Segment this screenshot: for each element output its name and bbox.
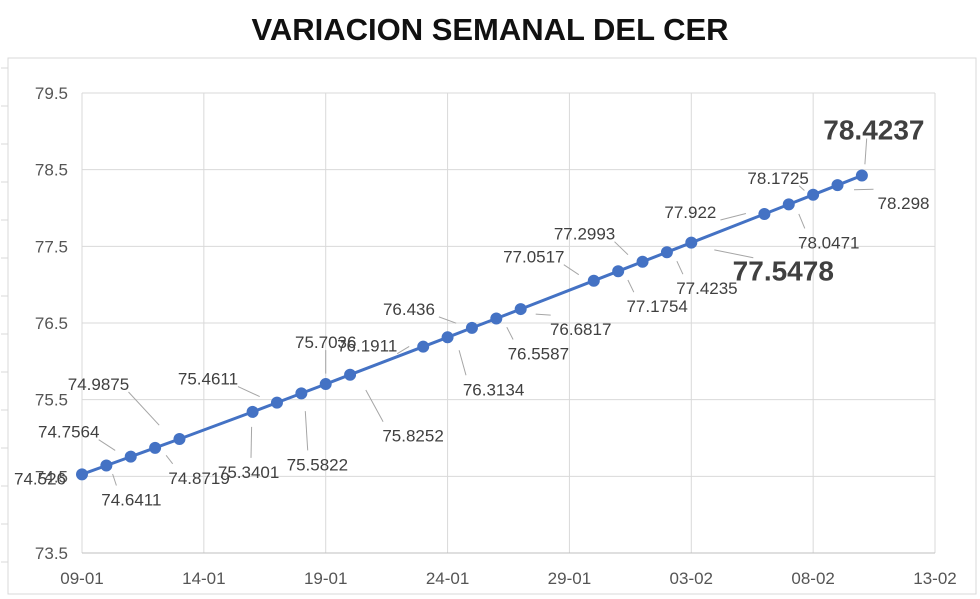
data-point (124, 450, 137, 463)
data-label: 74.8719 (168, 469, 229, 488)
data-point (660, 246, 673, 259)
data-label: 77.922 (664, 203, 716, 222)
data-label: 77.2993 (554, 225, 615, 244)
data-point (831, 179, 844, 192)
data-label-leader (458, 350, 467, 376)
x-tick-label: 09-01 (60, 569, 103, 588)
data-point (514, 303, 527, 316)
data-label-leader (365, 389, 384, 422)
data-point (319, 378, 332, 391)
data-label: 74.7564 (38, 423, 99, 442)
data-label: 75.7036 (295, 333, 356, 352)
data-label-leader (720, 213, 747, 221)
y-tick-label: 79.5 (35, 84, 68, 103)
data-label-leader (627, 279, 635, 293)
data-label-leader (250, 426, 253, 458)
data-label: 76.6817 (550, 320, 611, 339)
y-tick-label: 76.5 (35, 314, 68, 333)
x-tick-label: 13-02 (913, 569, 956, 588)
data-point (465, 321, 478, 334)
data-label-leader (438, 316, 457, 324)
data-point (855, 169, 868, 182)
data-point (149, 441, 162, 454)
data-label: 78.0471 (798, 233, 859, 252)
data-point (295, 387, 308, 400)
data-label-leader (563, 264, 580, 276)
data-point (685, 236, 698, 249)
data-point (100, 459, 113, 472)
data-label-leader (798, 185, 805, 191)
x-tick-label: 14-01 (182, 569, 225, 588)
data-label: 75.8252 (382, 427, 443, 446)
data-label-leader (98, 439, 116, 451)
data-point (441, 331, 454, 344)
data-point (270, 396, 283, 409)
data-label-leader (396, 345, 410, 355)
y-tick-label: 77.5 (35, 237, 68, 256)
data-label: 76.1911 (337, 337, 397, 356)
data-point (344, 368, 357, 381)
x-tick-label: 03-02 (670, 569, 713, 588)
data-point (782, 198, 795, 211)
data-label-leader (535, 313, 551, 316)
data-label: 75.4611 (178, 370, 238, 389)
data-label: 76.436 (383, 300, 435, 319)
data-label: 74.526 (14, 469, 66, 488)
data-point (76, 468, 88, 481)
x-tick-label: 19-01 (304, 569, 347, 588)
y-tick-label: 74.5 (35, 467, 68, 486)
data-label-leader (112, 473, 117, 486)
data-label: 78.1725 (747, 169, 808, 188)
data-label: 74.9875 (68, 375, 129, 394)
data-label: 78.4237 (823, 115, 924, 146)
x-tick-label: 08-02 (791, 569, 834, 588)
y-tick-label: 73.5 (35, 544, 68, 563)
x-tick-label: 29-01 (548, 569, 591, 588)
data-label-leader (714, 249, 754, 259)
data-point (587, 274, 600, 287)
data-point (807, 188, 820, 201)
data-label-leader (676, 260, 684, 275)
data-label-leader (128, 391, 160, 426)
data-label: 77.1754 (626, 297, 687, 316)
chart-frame (7, 57, 977, 595)
x-tick-label: 24-01 (426, 569, 469, 588)
data-point (490, 312, 503, 325)
data-label-leader (798, 213, 806, 229)
data-label-leader (165, 454, 174, 465)
chart-title: VARIACION SEMANAL DEL CER (251, 12, 729, 47)
data-point (246, 405, 259, 418)
data-label-leader (864, 138, 868, 165)
data-label-leader (853, 188, 874, 191)
data-point (758, 207, 771, 220)
data-point (417, 340, 430, 353)
data-label: 75.5822 (287, 455, 348, 474)
data-label-leader (614, 241, 629, 256)
y-tick-label: 75.5 (35, 391, 68, 410)
data-label: 74.6411 (101, 491, 161, 510)
data-label: 78.298 (878, 194, 930, 213)
data-label: 76.3134 (463, 380, 524, 399)
data-label: 76.5587 (508, 344, 569, 363)
data-label-leader (506, 326, 514, 340)
data-point (612, 265, 625, 278)
data-label-leader (237, 386, 260, 398)
data-label: 77.5478 (733, 256, 834, 287)
data-label-leader (304, 411, 309, 451)
data-label: 77.0517 (503, 248, 564, 267)
data-label: 77.4235 (676, 279, 737, 298)
y-tick-label: 78.5 (35, 161, 68, 180)
data-point (636, 255, 649, 268)
data-label: 75.3401 (218, 463, 279, 482)
data-point (173, 432, 186, 445)
